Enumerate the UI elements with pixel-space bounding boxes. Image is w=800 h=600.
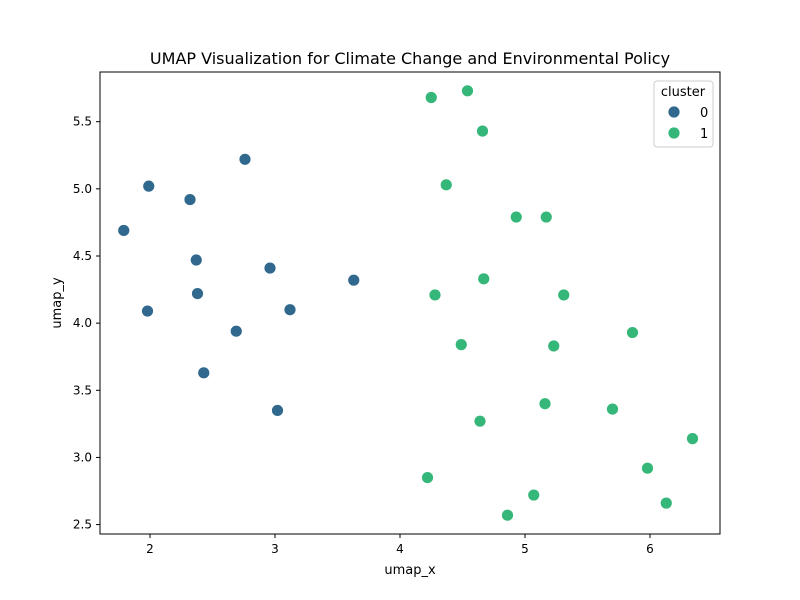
data-point-cluster-1 [557,288,571,302]
data-point-cluster-1 [606,402,619,416]
data-points [117,84,699,522]
data-point-cluster-1 [509,210,523,224]
legend-label-1: 1 [700,127,708,142]
legend-title: cluster [661,85,706,100]
data-point-cluster-1 [421,471,434,484]
y-tick-label: 4.0 [73,316,92,330]
plot-area-frame [99,71,721,535]
data-point-cluster-1 [626,326,639,339]
y-tick-label: 3.0 [73,450,92,464]
y-tick-label: 2.5 [73,518,92,532]
data-point-cluster-1 [439,178,453,192]
data-point-cluster-1 [473,414,487,428]
data-point-cluster-1 [477,272,491,286]
data-point-cluster-0 [197,366,211,380]
data-point-cluster-1 [428,288,442,302]
x-tick-label: 3 [271,542,279,556]
data-point-cluster-1 [547,339,561,353]
data-point-cluster-0 [191,287,204,300]
y-tick-label: 5.5 [73,115,92,129]
x-tick-label: 6 [646,542,654,556]
data-point-cluster-1 [539,210,553,224]
data-point-cluster-0 [347,273,361,287]
data-point-cluster-1 [454,338,468,352]
data-point-cluster-0 [142,179,156,193]
y-tick-label: 4.5 [73,249,92,263]
legend: cluster 0 1 [653,80,714,148]
data-point-cluster-1 [641,461,654,475]
data-point-cluster-0 [117,224,131,237]
data-point-cluster-0 [189,253,203,267]
data-point-cluster-1 [659,496,673,510]
data-point-cluster-1 [686,432,699,446]
y-axis-label: umap_y [50,277,65,329]
data-point-cluster-0 [238,152,252,166]
data-point-cluster-1 [476,124,489,138]
chart-title: UMAP Visualization for Climate Change an… [150,49,670,68]
data-point-cluster-1 [424,91,438,104]
data-point-cluster-0 [229,324,243,338]
data-point-cluster-0 [141,304,154,318]
x-tick-label: 2 [146,542,154,556]
y-axis: 2.5 3.0 3.5 4.0 4.5 5.0 5.5 [73,115,100,532]
data-point-cluster-1 [461,84,474,98]
legend-label-0: 0 [700,106,708,121]
data-point-cluster-1 [501,508,514,522]
data-point-cluster-1 [527,488,541,502]
x-tick-label: 5 [521,542,529,556]
x-tick-label: 4 [396,542,404,556]
data-point-cluster-0 [271,404,284,417]
y-tick-label: 5.0 [73,182,92,196]
data-point-cluster-0 [263,261,277,275]
legend-marker-0 [667,105,681,119]
x-axis-label: umap_x [384,563,436,578]
legend-marker-1 [667,126,681,140]
data-point-cluster-0 [283,303,297,317]
data-point-cluster-0 [183,193,197,206]
data-point-cluster-1 [538,397,552,411]
x-axis: 2 3 4 5 6 [146,534,654,556]
y-tick-label: 3.5 [73,383,92,397]
